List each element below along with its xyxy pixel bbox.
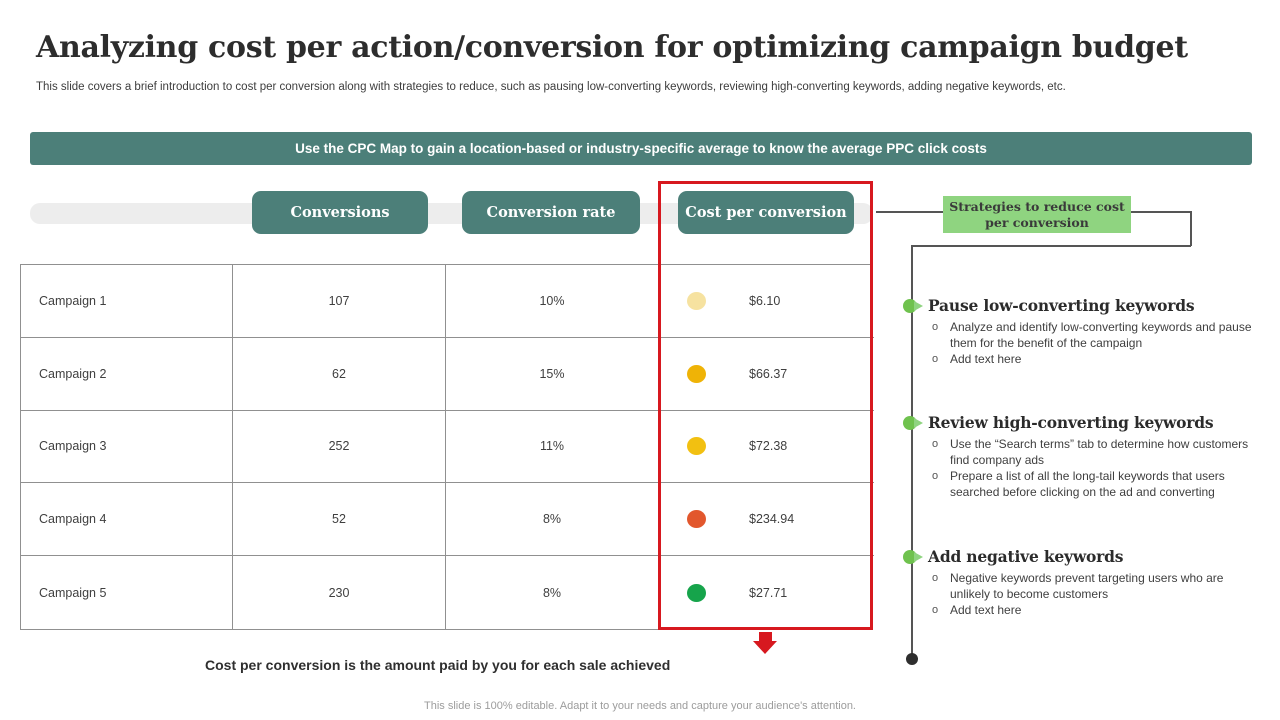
strategy-bullet: o Analyze and identify low-converting ke… xyxy=(928,320,1260,351)
strategy-heading: Pause low-converting keywords xyxy=(928,296,1195,315)
table-cell-cost: $234.94 xyxy=(659,483,874,557)
connector-line xyxy=(1131,211,1191,213)
table-cell-rate: 11% xyxy=(446,410,659,484)
bullet-marker-icon: o xyxy=(932,604,939,616)
cost-column-highlight-box xyxy=(658,181,873,630)
strategy-arrow-icon xyxy=(903,299,927,313)
strategy-heading: Add negative keywords xyxy=(928,547,1124,566)
bullet-marker-icon: o xyxy=(932,470,939,482)
strategy-arrow-icon xyxy=(903,416,927,430)
cost-status-dot xyxy=(687,510,706,529)
strategy-heading: Review high-converting keywords xyxy=(928,413,1214,432)
table-cell-cost: $72.38 xyxy=(659,411,874,484)
cost-value: $234.94 xyxy=(749,512,795,527)
table-cell-cost: $6.10 xyxy=(659,265,874,338)
cost-status-dot xyxy=(687,583,706,602)
table-cell-campaign-name: Campaign 2 xyxy=(21,337,233,411)
bullet-marker-icon: o xyxy=(932,438,939,450)
cost-value: $66.37 xyxy=(749,366,788,381)
table-cell-conversions: 62 xyxy=(233,337,446,411)
connector-line xyxy=(911,245,1191,247)
table-cell-campaign-name: Campaign 5 xyxy=(21,556,233,629)
bullet-marker-icon: o xyxy=(932,321,939,333)
strategy-add-negative-keywords: Add negative keywords o Negative keyword… xyxy=(928,547,1260,620)
table-cell-campaign-name: Campaign 1 xyxy=(21,265,233,338)
cost-status-dot xyxy=(687,437,706,456)
cpc-map-banner: Use the CPC Map to gain a location-based… xyxy=(30,132,1252,165)
connector-spine xyxy=(911,245,913,658)
bullet-marker-icon: o xyxy=(932,353,939,365)
table-cell-cost: $66.37 xyxy=(659,338,874,411)
column-header-band xyxy=(30,203,873,224)
strategy-pause-low-converting: Pause low-converting keywords o Analyze … xyxy=(928,296,1260,369)
table-cell-conversions: 252 xyxy=(233,410,446,484)
cost-value: $6.10 xyxy=(749,293,781,308)
table-cell-campaign-name: Campaign 4 xyxy=(21,483,233,557)
page-title: Analyzing cost per action/conversion for… xyxy=(36,30,1188,65)
table-cell-conversions: 230 xyxy=(233,556,446,629)
strategy-arrow-icon xyxy=(903,550,927,564)
connector-line xyxy=(876,211,943,213)
cost-value: $72.38 xyxy=(749,439,788,454)
cost-value: $27.71 xyxy=(749,585,788,600)
strategy-bullet: o Negative keywords prevent targeting us… xyxy=(928,571,1260,602)
column-header-conversions[interactable]: Conversions xyxy=(252,191,428,234)
table-cell-cost: $27.71 xyxy=(659,556,874,629)
bullet-marker-icon: o xyxy=(932,572,939,584)
strategy-bullet: o Add text here xyxy=(928,603,1260,619)
cost-status-dot xyxy=(687,291,706,310)
page-subtitle: This slide covers a brief introduction t… xyxy=(36,81,1066,93)
strategy-review-high-converting: Review high-converting keywords o Use th… xyxy=(928,413,1260,501)
strategy-bullet: o Use the “Search terms” tab to determin… xyxy=(928,437,1260,468)
cost-status-dot xyxy=(687,364,706,383)
cost-definition-caption: Cost per conversion is the amount paid b… xyxy=(205,657,671,673)
column-header-cost-per-conversion[interactable]: Cost per conversion xyxy=(678,191,854,234)
editable-footer-note: This slide is 100% editable. Adapt it to… xyxy=(424,700,856,712)
table-cell-conversions: 52 xyxy=(233,483,446,557)
down-arrow-icon xyxy=(759,632,772,642)
strategies-label: Strategies to reduce cost per conversion xyxy=(943,196,1131,233)
strategy-bullet: o Add text here xyxy=(928,352,1260,368)
table-cell-rate: 15% xyxy=(446,337,659,411)
down-arrow-icon xyxy=(753,641,777,654)
table-cell-campaign-name: Campaign 3 xyxy=(21,410,233,484)
table-cell-rate: 10% xyxy=(446,265,659,338)
connector-line xyxy=(1190,211,1192,246)
table-cell-rate: 8% xyxy=(446,483,659,557)
strategy-bullet: o Prepare a list of all the long-tail ke… xyxy=(928,469,1260,500)
table-cell-rate: 8% xyxy=(446,556,659,629)
column-header-conversion-rate[interactable]: Conversion rate xyxy=(462,191,640,234)
spine-end-dot xyxy=(906,653,918,665)
table-cell-conversions: 107 xyxy=(233,265,446,338)
